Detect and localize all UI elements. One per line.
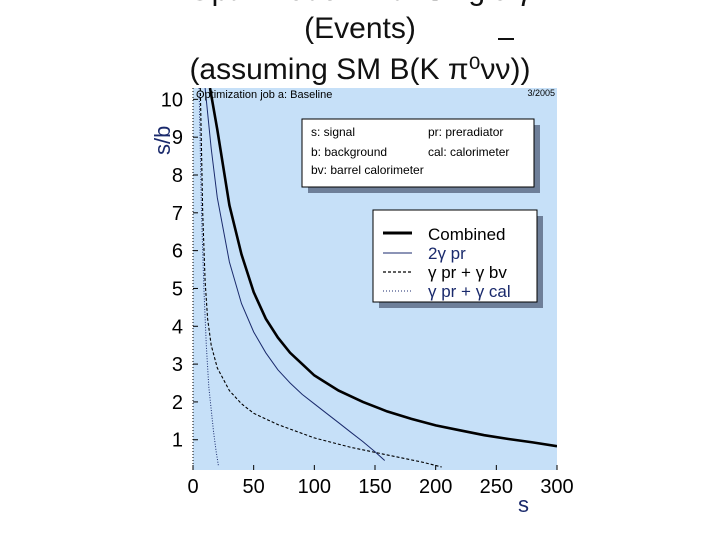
y-tick-label: 9 <box>172 127 183 149</box>
legend <box>372 209 538 303</box>
y-tick-label: 10 <box>161 89 183 111</box>
legend-label-2g-pr: 2γ pr <box>428 244 466 263</box>
legend-label-combined: Combined <box>428 225 506 244</box>
y-axis-label: s/b <box>150 126 175 155</box>
y-tick-label: 5 <box>172 278 183 300</box>
y-tick-label: 6 <box>172 241 183 263</box>
slide-title-line-3: (assuming SM B(K π⁰νν)) <box>189 53 531 86</box>
slide-title-line-1: Optimization with Single γ <box>0 0 720 8</box>
x-tick-label: 100 <box>298 476 331 498</box>
curves <box>198 88 557 468</box>
x-axis-label: s <box>518 492 529 517</box>
chart-date: 3/2005 <box>527 88 555 98</box>
y-tick-label: 3 <box>172 354 183 376</box>
abbrev-barrel: bv: barrel calorimeter <box>311 163 424 177</box>
abbrev-signal: s: signal <box>311 125 355 139</box>
y-tick-label: 4 <box>172 316 183 338</box>
x-tick-label: 0 <box>187 476 198 498</box>
abbrev-box <box>301 118 535 188</box>
x-tick-label: 300 <box>540 476 573 498</box>
abbrev-preradiator: pr: preradiator <box>428 125 503 139</box>
y-tick-label: 8 <box>172 165 183 187</box>
slide-title-line-2: (Events) <box>304 12 416 45</box>
y-tick-label: 1 <box>172 430 183 452</box>
x-tick-label: 200 <box>419 476 452 498</box>
series-line-1 <box>204 88 386 461</box>
x-tick-label: 250 <box>480 476 513 498</box>
legend-label-g-pr-g-cal: γ pr + γ cal <box>428 282 511 301</box>
abbrev-calorimeter: cal: calorimeter <box>428 145 509 159</box>
chart-title: Optimization job a: Baseline <box>196 89 332 101</box>
y-tick-label: 2 <box>172 392 183 414</box>
y-tick-label: 7 <box>172 203 183 225</box>
abbrev-background: b: background <box>311 145 387 159</box>
x-tick-label: 50 <box>243 476 265 498</box>
title-overbar <box>498 38 514 40</box>
x-tick-label: 150 <box>358 476 391 498</box>
series-line-2 <box>199 88 442 468</box>
series-line-0 <box>208 88 557 448</box>
legend-label-g-pr-g-bv: γ pr + γ bv <box>428 263 507 282</box>
